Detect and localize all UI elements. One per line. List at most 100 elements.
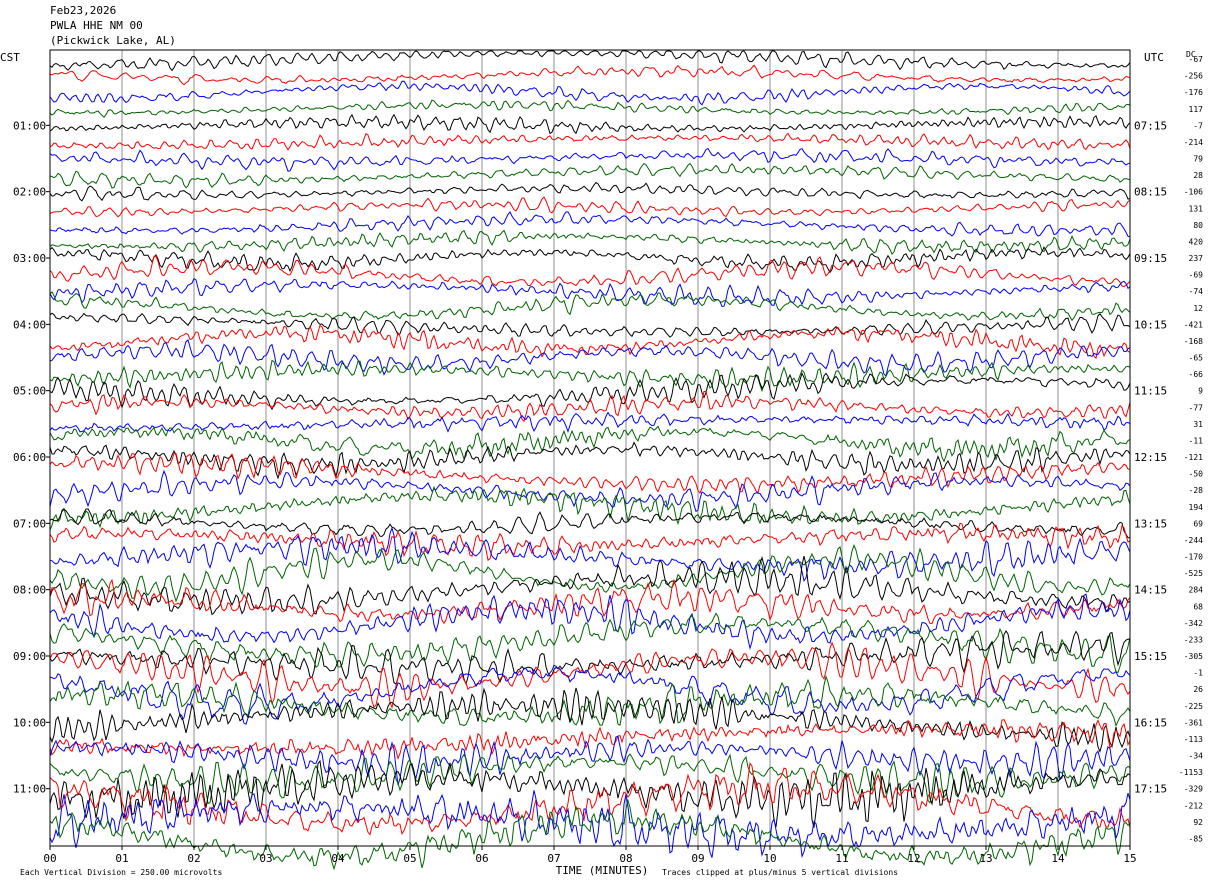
left-hour-label: 02:00 bbox=[13, 186, 46, 199]
seismic-trace bbox=[49, 99, 1131, 118]
seismic-trace bbox=[49, 359, 1131, 393]
dc-offset-label: 9 bbox=[1198, 387, 1203, 396]
seismic-trace bbox=[49, 312, 1131, 338]
x-tick-label: 11 bbox=[835, 852, 848, 865]
x-tick-label: 10 bbox=[763, 852, 776, 865]
dc-offset-label: 31 bbox=[1193, 420, 1203, 429]
seismic-trace bbox=[49, 339, 1131, 377]
left-hour-label: 06:00 bbox=[13, 451, 46, 464]
left-hour-label: 08:00 bbox=[13, 584, 46, 597]
seismic-trace bbox=[49, 196, 1131, 218]
seismic-trace bbox=[49, 687, 1131, 753]
dc-offset-label: -329 bbox=[1184, 785, 1203, 794]
dc-label: DC bbox=[1186, 50, 1196, 59]
seismic-trace bbox=[49, 469, 1131, 513]
dc-offset-label: -69 bbox=[1189, 271, 1204, 280]
x-tick-label: 15 bbox=[1123, 852, 1136, 865]
dc-offset-label: -50 bbox=[1189, 470, 1204, 479]
seismic-trace bbox=[49, 80, 1131, 106]
seismic-trace bbox=[49, 181, 1131, 202]
dc-offset-label: 28 bbox=[1193, 171, 1203, 180]
dc-offset-label: -256 bbox=[1184, 72, 1203, 81]
left-hour-label: 01:00 bbox=[13, 119, 46, 132]
dc-offset-label: -233 bbox=[1184, 635, 1203, 644]
dc-offset-label: -85 bbox=[1189, 834, 1204, 843]
dc-offset-label: -106 bbox=[1184, 188, 1203, 197]
seismic-trace bbox=[49, 255, 1131, 288]
dc-offset-label: 79 bbox=[1193, 155, 1203, 164]
left-hour-label: 09:00 bbox=[13, 650, 46, 663]
footer-scale-note: Each Vertical Division = 250.00 microvol… bbox=[20, 868, 222, 877]
seismic-trace bbox=[49, 64, 1131, 86]
seismic-trace bbox=[49, 526, 1131, 583]
left-hour-label: 04:00 bbox=[13, 318, 46, 331]
seismic-trace bbox=[49, 277, 1131, 308]
x-tick-label: 00 bbox=[43, 852, 56, 865]
x-tick-label: 06 bbox=[475, 852, 488, 865]
dc-offset-label: -525 bbox=[1184, 569, 1203, 578]
seismic-trace bbox=[49, 641, 1131, 710]
seismic-trace bbox=[49, 759, 1131, 828]
right-hour-label: 13:15 bbox=[1134, 517, 1167, 530]
grid-lines bbox=[121, 50, 1059, 846]
seismic-trace bbox=[49, 508, 1131, 539]
trace-group bbox=[49, 50, 1131, 871]
header-date: Feb23,2026 bbox=[50, 4, 117, 17]
x-tick-label: 13 bbox=[979, 852, 992, 865]
x-tick-label: 08 bbox=[619, 852, 632, 865]
footer-clip-note: Traces clipped at plus/minus 5 vertical … bbox=[662, 868, 898, 877]
x-tick-label: 03 bbox=[259, 852, 272, 865]
plot-frame bbox=[46, 49, 1131, 850]
seismic-trace bbox=[49, 324, 1131, 360]
dc-offset-label: -67 bbox=[1189, 55, 1204, 64]
seismic-trace bbox=[49, 147, 1131, 172]
right-hour-label: 15:15 bbox=[1134, 650, 1167, 663]
x-tick-label: 04 bbox=[331, 852, 345, 865]
dc-offset-label: -214 bbox=[1184, 138, 1203, 147]
seismic-trace bbox=[49, 578, 1131, 625]
plot-border bbox=[49, 49, 1131, 847]
seismic-trace bbox=[49, 674, 1131, 728]
x-tick-label: 14 bbox=[1051, 852, 1065, 865]
dc-offset-label: -305 bbox=[1184, 652, 1203, 661]
dc-offset-label: 68 bbox=[1193, 602, 1203, 611]
dc-offset-label: -176 bbox=[1184, 88, 1203, 97]
dc-offset-label: -1153 bbox=[1179, 768, 1203, 777]
dc-offset-label: -212 bbox=[1184, 801, 1203, 810]
seismic-trace bbox=[49, 790, 1131, 859]
seismic-trace bbox=[49, 555, 1131, 616]
x-axis-title: TIME (MINUTES) bbox=[556, 864, 649, 877]
seismic-trace bbox=[49, 162, 1131, 189]
dc-offset-label: 131 bbox=[1189, 204, 1204, 213]
dc-offset-label: 194 bbox=[1189, 503, 1204, 512]
x-tick-label: 07 bbox=[547, 852, 560, 865]
right-hour-label: 16:15 bbox=[1134, 716, 1167, 729]
seismic-trace bbox=[49, 522, 1131, 562]
right-hour-label: 09:15 bbox=[1134, 252, 1167, 265]
dc-offset-label: 69 bbox=[1193, 519, 1203, 528]
left-axis-label: CST bbox=[0, 51, 20, 64]
left-hour-label: 05:00 bbox=[13, 385, 46, 398]
x-tick-label: 01 bbox=[115, 852, 128, 865]
dc-offset-label: -66 bbox=[1189, 370, 1204, 379]
seismic-trace bbox=[49, 452, 1131, 494]
dc-offset-label: 80 bbox=[1193, 221, 1203, 230]
x-tick-label: 05 bbox=[403, 852, 416, 865]
dc-offset-label: 420 bbox=[1189, 237, 1204, 246]
dc-offset-label: 12 bbox=[1193, 304, 1203, 313]
seismic-trace bbox=[49, 798, 1131, 871]
right-hour-label: 12:15 bbox=[1134, 451, 1167, 464]
dc-offset-label: -342 bbox=[1184, 619, 1203, 628]
dc-offset-label: -168 bbox=[1184, 337, 1203, 346]
dc-offset-label: -65 bbox=[1189, 354, 1204, 363]
left-hour-label: 07:00 bbox=[13, 517, 46, 530]
seismic-trace bbox=[49, 593, 1131, 651]
left-hour-label: 03:00 bbox=[13, 252, 46, 265]
right-hour-label: 07:15 bbox=[1134, 119, 1167, 132]
seismic-trace bbox=[49, 113, 1131, 135]
dc-offset-label: -1 bbox=[1193, 669, 1203, 678]
dc-offset-label: -244 bbox=[1184, 536, 1203, 545]
seismic-trace bbox=[49, 664, 1131, 725]
seismic-trace bbox=[49, 132, 1131, 151]
